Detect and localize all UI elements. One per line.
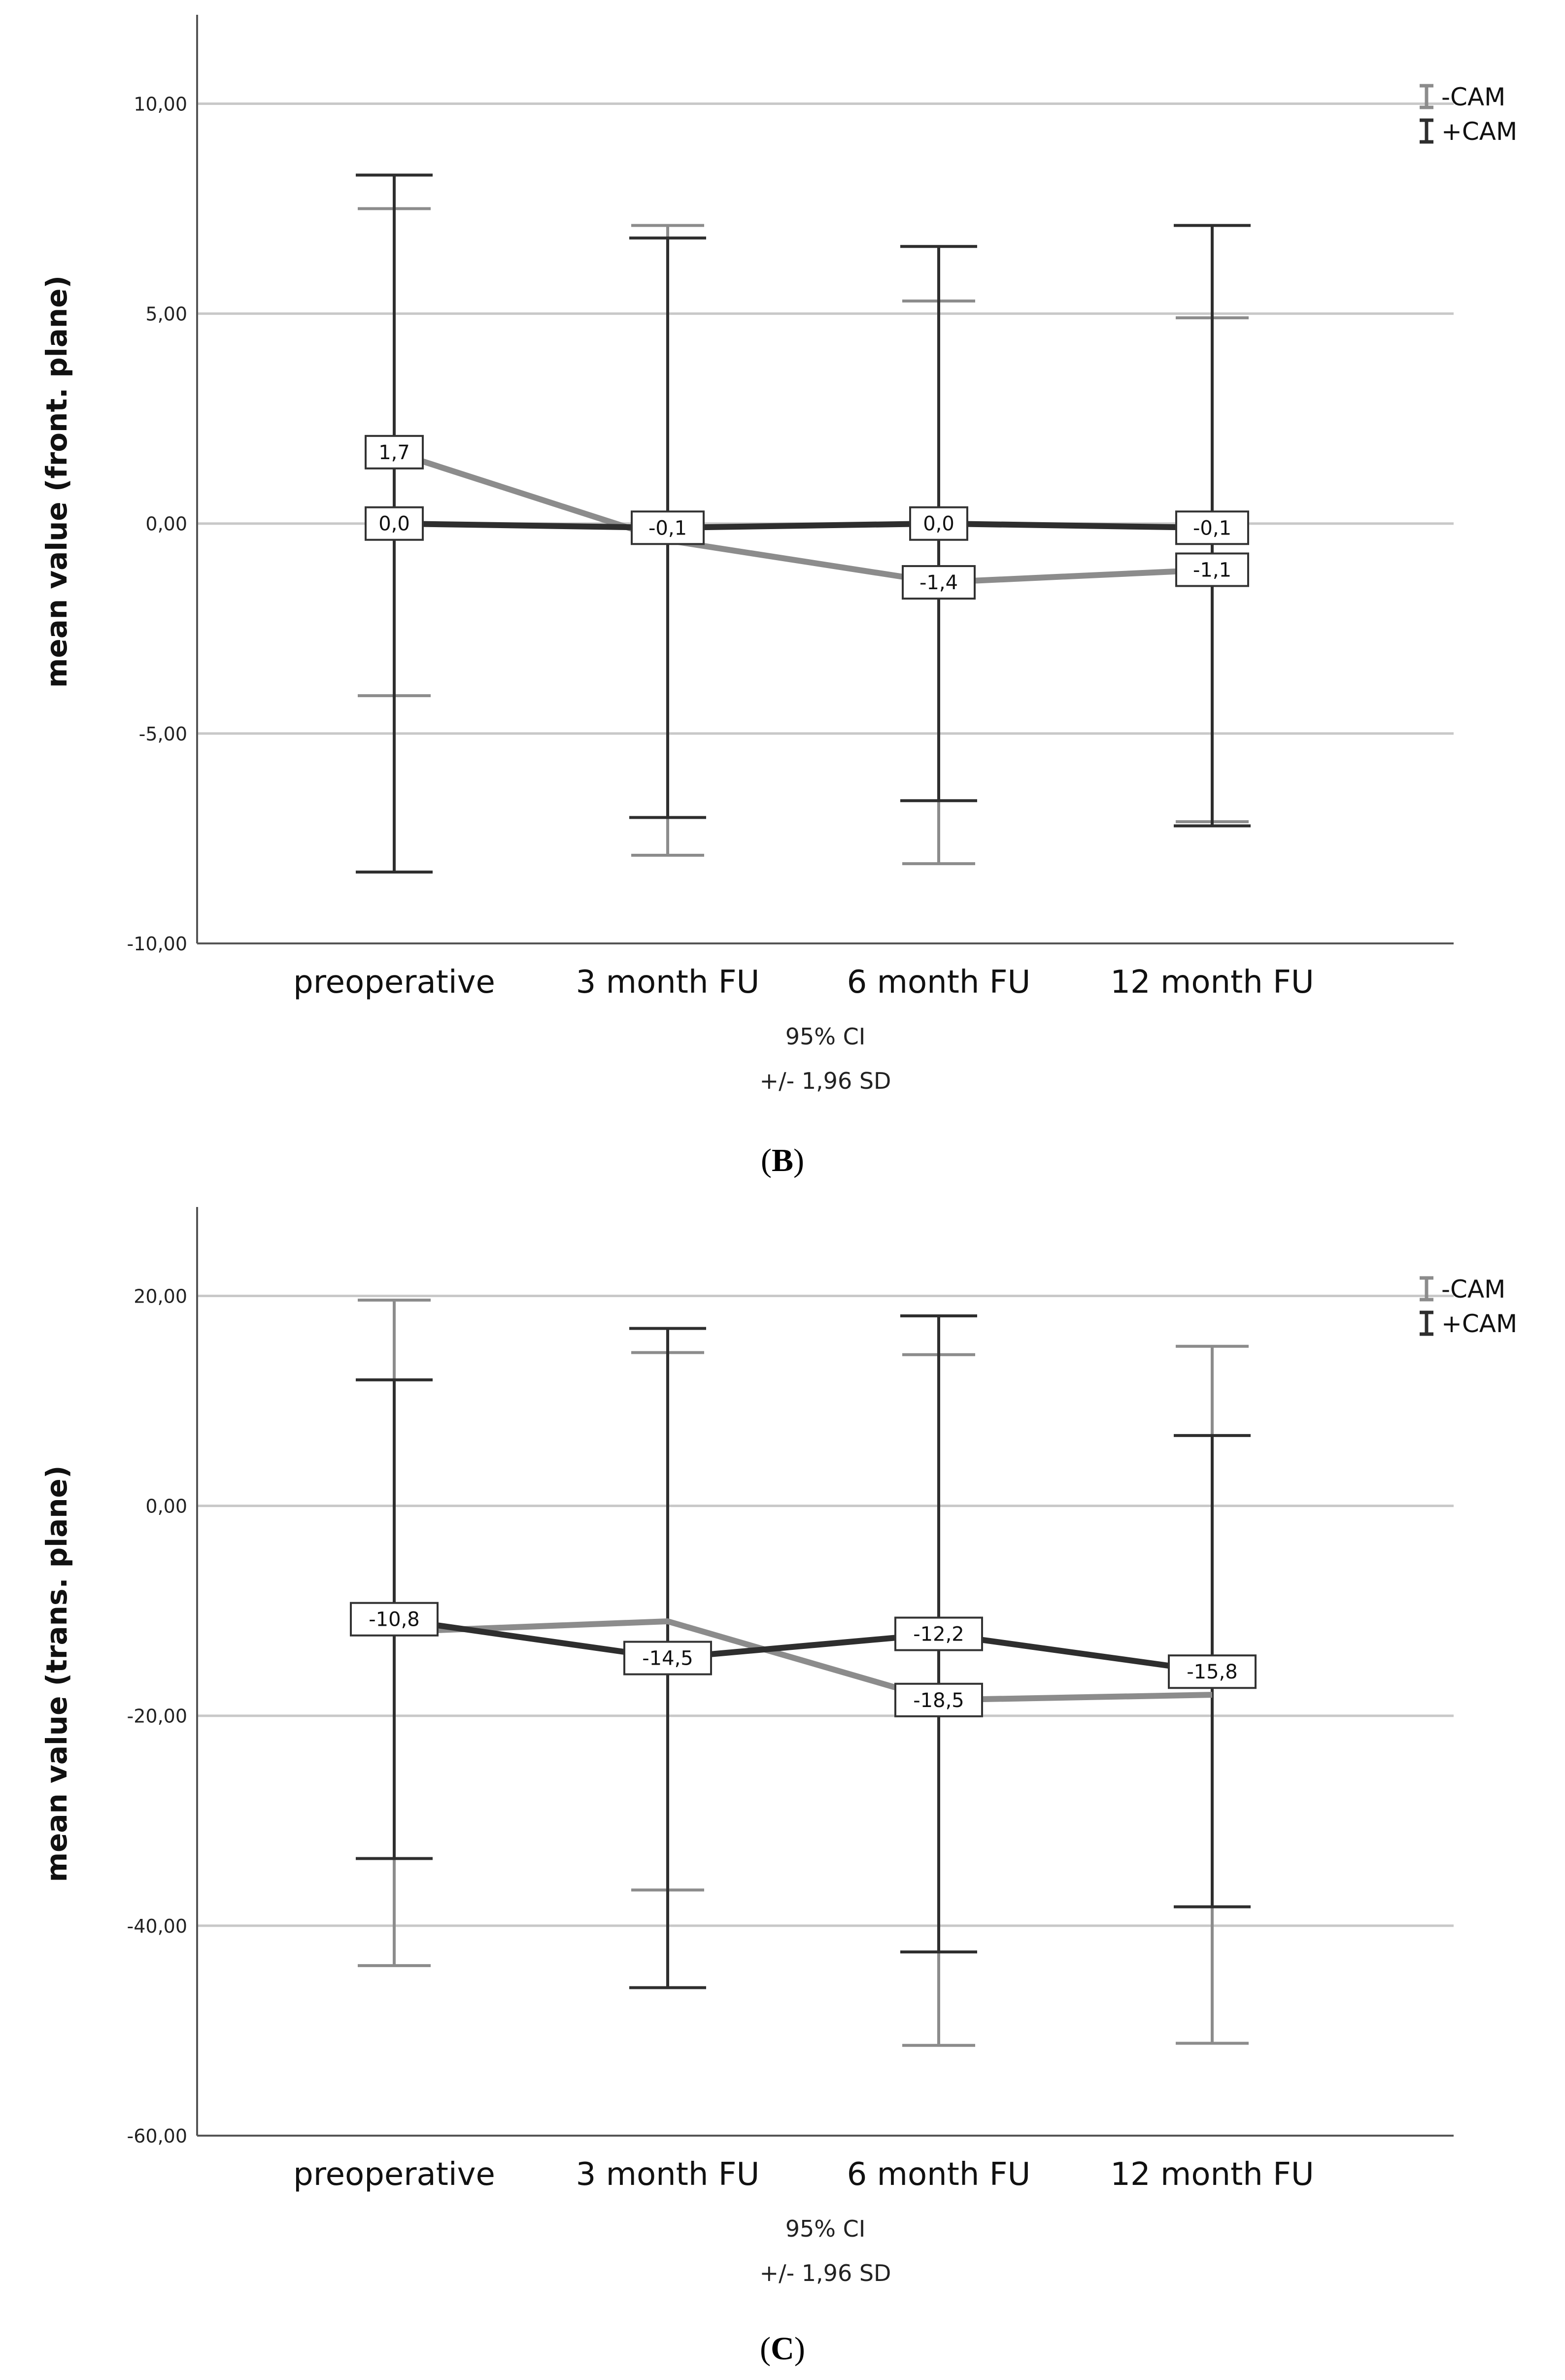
y-tick-label: 0,00 [145,1496,187,1517]
y-tick-label: -40,00 [127,1915,188,1937]
data-label-box [902,565,976,600]
data-label: -1,1 [1193,559,1231,581]
x-tick-label: preoperative [293,2156,495,2193]
legend-label: +CAM [1441,1309,1517,1338]
chart-panel-b: -10,00 -5,00 0,00 5,00 10,00 mean value (fron… [40,15,1517,1094]
data-label: -10,8 [369,1609,420,1631]
data-label-box [365,435,424,469]
y-tick-label: -60,00 [127,2125,188,2147]
legend-label: -CAM [1441,1275,1505,1304]
y-tick-label: -5,00 [139,723,187,745]
chart-panel-c: -60,00 -40,00 -20,00 0,00 20,00 mean value (t… [40,1207,1517,2286]
data-label: -0,1 [1193,517,1231,539]
y-tick-label: 5,00 [145,303,187,325]
panel-label-b: (B) [761,1142,804,1178]
series-line-plus-cam [394,1616,1213,1675]
data-label-box [1168,1654,1257,1689]
data-label-box [894,1682,983,1717]
x-axis-note: +/- 1,96 SD [760,2260,891,2286]
x-tick-label: 6 month FU [847,964,1031,1001]
data-label: 1,7 [378,441,410,464]
y-axis-title: mean value (trans. plane) [40,1466,73,1882]
y-tick-label: 0,00 [145,513,187,535]
data-label-box [623,1641,712,1676]
x-tick-label: 3 month FU [576,2156,760,2193]
x-axis-note: 95% CI [785,2215,866,2242]
data-label-box [365,506,424,541]
data-label: -1,4 [919,571,958,594]
legend-label: +CAM [1441,117,1517,146]
series-line-plus-cam [394,520,1213,531]
data-label: -18,5 [913,1689,964,1712]
x-tick-label: 12 month FU [1110,964,1314,1001]
x-axis-note: 95% CI [785,1023,866,1050]
x-tick-label: preoperative [293,964,495,1001]
data-label-box [1175,510,1249,545]
x-tick-label: 3 month FU [576,964,760,1001]
y-tick-label: 20,00 [134,1285,187,1307]
data-label: -12,2 [913,1623,964,1646]
data-label: -0,1 [648,517,687,539]
data-label: -14,5 [642,1647,693,1670]
y-tick-label: -20,00 [127,1706,188,1727]
panel-label-c: (C) [760,2331,805,2367]
series-line-minus-cam [393,449,1213,586]
y-tick-label: -10,00 [127,933,188,955]
data-label: 0,0 [923,513,954,536]
data-label-box [1175,552,1249,587]
data-label: -15,8 [1187,1661,1238,1683]
data-label-box [350,1602,439,1637]
y-tick-label: 10,00 [134,93,187,115]
x-tick-label: 6 month FU [847,2156,1031,2193]
data-label-box [631,510,705,545]
x-tick-label: 12 month FU [1110,2156,1314,2193]
y-axis-title: mean value (front. plane) [40,275,73,688]
data-label-box [909,506,968,541]
data-label: 0,0 [378,513,410,536]
x-axis-note: +/- 1,96 SD [760,1068,891,1094]
data-label-box [894,1616,983,1651]
series-line-minus-cam [394,1618,1213,1703]
legend-label: -CAM [1441,83,1505,111]
